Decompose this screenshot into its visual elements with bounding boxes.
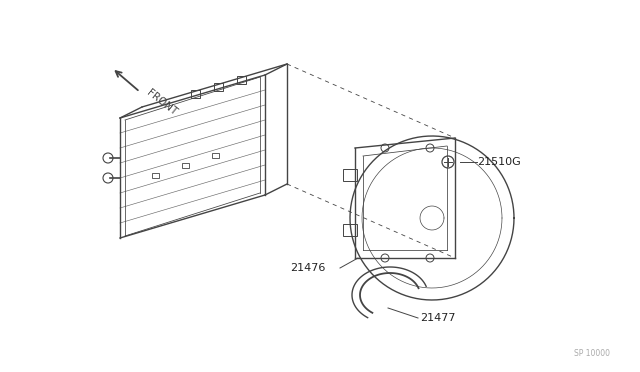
Text: 21476: 21476 bbox=[290, 263, 325, 273]
Text: SP 10000: SP 10000 bbox=[574, 349, 610, 358]
Text: 21477: 21477 bbox=[420, 313, 456, 323]
Text: 21510G: 21510G bbox=[477, 157, 521, 167]
Text: FRONT: FRONT bbox=[145, 88, 179, 118]
